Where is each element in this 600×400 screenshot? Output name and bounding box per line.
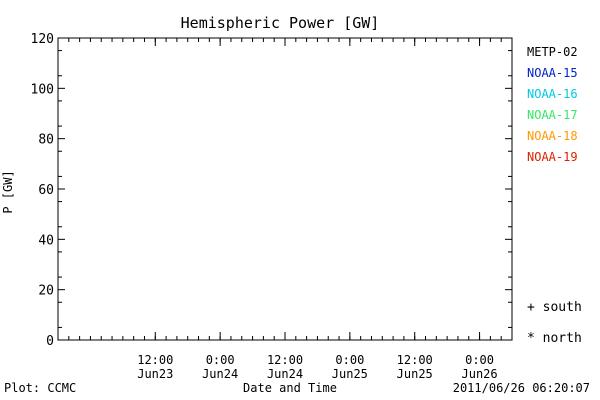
y-tick-label: 120 [31,32,54,47]
y-tick-label: 80 [38,133,54,148]
x-tick-date-label: Jun24 [202,367,238,381]
y-tick-label: 60 [38,183,54,198]
x-tick-label: 12:00 [137,353,173,367]
x-tick-label: 12:00 [397,353,433,367]
legend-entry: NOAA-15 [527,66,578,80]
legend-entry: NOAA-16 [527,87,578,101]
plot-frame [57,37,513,341]
chart-title: Hemispheric Power [GW] [181,14,380,32]
footer-plot-credit: Plot: CCMC [4,381,76,395]
x-tick-label: 0:00 [335,353,364,367]
x-tick-date-label: Jun23 [137,367,173,381]
x-tick-date-label: Jun25 [332,367,368,381]
legend-entry: NOAA-17 [527,108,578,122]
y-tick-label: 40 [38,233,54,248]
marker-legend-entry: + south [527,300,582,315]
x-tick-date-label: Jun25 [397,367,433,381]
y-tick-label: 100 [31,82,54,97]
legend-entry: NOAA-19 [527,150,578,164]
footer-timestamp: 2011/06/26 06:20:07 [453,381,590,395]
y-axis-label: P [GW] [1,170,15,213]
y-axis-ticks: 0 20 40 60 80 100 120 [31,32,512,349]
marker-legend: + south * north [527,300,582,346]
y-tick-label: 0 [46,334,54,349]
marker-legend-entry: * north [527,331,582,346]
legend-entry: METP-02 [527,45,578,59]
x-axis-ticks: 12:00Jun230:00Jun2412:00Jun240:00Jun2512… [57,38,513,381]
x-tick-date-label: Jun24 [267,367,303,381]
x-tick-label: 0:00 [206,353,235,367]
y-tick-label: 20 [38,284,54,299]
legend-entry: NOAA-18 [527,129,578,143]
series-legend: METP-02 NOAA-15 NOAA-16 NOAA-17 NOAA-18 NOAA-… [527,45,578,164]
x-tick-label: 12:00 [267,353,303,367]
x-tick-label: 0:00 [465,353,494,367]
x-tick-date-label: Jun26 [462,367,498,381]
x-axis-label: Date and Time [243,381,337,395]
